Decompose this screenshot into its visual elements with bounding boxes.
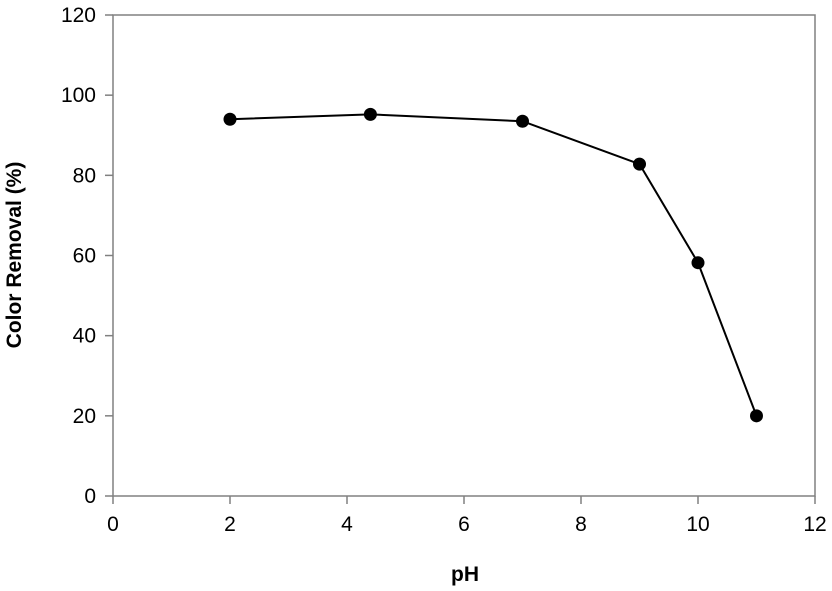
data-point (750, 409, 763, 423)
series-line (229, 113, 758, 417)
y-tick-label: 40 (73, 325, 96, 348)
x-tick-label: 2 (224, 513, 236, 536)
plot-area (112, 14, 816, 497)
y-tick-label: 0 (84, 485, 96, 508)
x-tick-label: 0 (107, 513, 119, 536)
y-tick-label: 120 (61, 4, 96, 27)
x-tick-label: 4 (341, 513, 353, 536)
data-point (363, 107, 377, 121)
y-tick-label: 80 (73, 164, 96, 187)
y-tick-label: 60 (73, 245, 96, 268)
x-tick-label: 8 (575, 513, 587, 536)
y-axis-title: Color Removal (%) (3, 162, 26, 349)
x-tick-label: 12 (803, 513, 826, 536)
x-axis-title: pH (451, 563, 479, 586)
data-point (516, 114, 529, 128)
x-axis: 0 2 4 6 8 10 12 (107, 496, 827, 536)
x-tick-label: 6 (458, 513, 470, 536)
y-tick-label: 100 (61, 84, 96, 107)
x-tick-label: 10 (686, 513, 709, 536)
data-point (223, 112, 237, 126)
data-point (633, 157, 646, 171)
y-axis: 0 20 40 60 80 100 120 (61, 4, 113, 508)
series-layer (223, 107, 763, 423)
data-point (691, 256, 705, 270)
y-tick-label: 20 (73, 405, 96, 428)
plot-border (112, 14, 816, 497)
